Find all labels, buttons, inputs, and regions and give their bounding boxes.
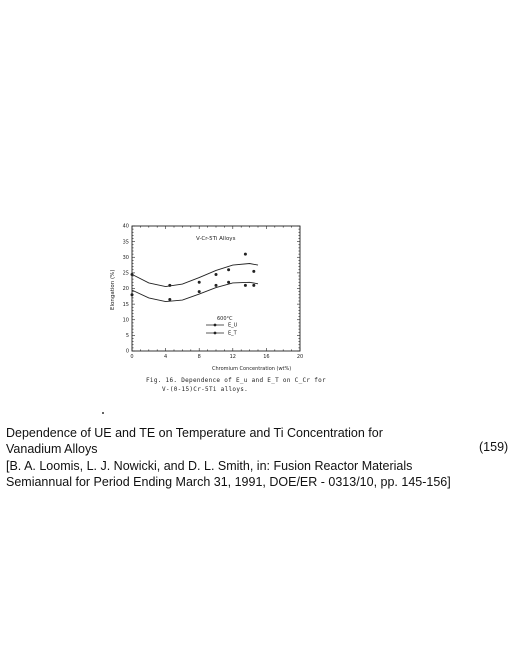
legend-label-0: E_U — [228, 323, 238, 329]
series-1-point-1 — [168, 283, 172, 287]
chart-svg: 0 4 8 12 16 20 0 5 10 15 20 25 30 35 40 V-Cr-5Ti Alloy… — [110, 224, 303, 372]
series-1-point-3 — [214, 272, 218, 276]
y-tick-label: 5 — [126, 333, 129, 339]
y-tick-label: 0 — [126, 349, 129, 355]
series-0-point-1 — [168, 297, 172, 301]
legend-marker-0 — [213, 323, 217, 327]
y-tick-label: 20 — [123, 286, 129, 292]
x-tick-label: 20 — [297, 354, 303, 360]
y-tick-label: 15 — [123, 302, 129, 308]
x-tick-label: 12 — [230, 354, 236, 360]
series-0-point-6 — [252, 283, 256, 287]
x-tick-label: 4 — [164, 354, 167, 360]
chart-title: V-Cr-5Ti Alloys — [196, 236, 236, 242]
y-tick-label: 10 — [123, 317, 129, 323]
series-1-point-2 — [197, 280, 201, 284]
x-tick-label: 0 — [130, 354, 133, 360]
legend-title: 600°C — [217, 316, 233, 322]
series-0-point-4 — [227, 280, 231, 284]
series-line-0 — [131, 281, 259, 303]
series-1-point-0 — [130, 272, 134, 276]
series-0-point-3 — [214, 283, 218, 287]
series-0-point-0 — [130, 293, 134, 297]
series-0-point-2 — [197, 290, 201, 294]
series-0-point-5 — [243, 283, 247, 287]
stray-dot — [102, 412, 104, 414]
citation-line2: Semiannual for Period Ending March 31, 1… — [6, 475, 451, 489]
legend-label-1: E_T — [228, 331, 238, 337]
citation-line1: [B. A. Loomis, L. J. Nowicki, and D. L. … — [6, 459, 413, 473]
x-tick-label: 8 — [198, 354, 201, 360]
figure-caption-line1: Fig. 16. Dependence of E_u and E_T on C_… — [146, 377, 326, 384]
series-1-point-4 — [227, 268, 231, 272]
figure-caption-line2: V-(0-15)Cr-5Ti alloys. — [162, 386, 249, 393]
chart-figure: 0 4 8 12 16 20 0 5 10 15 20 25 30 35 40 V-Cr-5Ti Alloy… — [100, 210, 326, 405]
description-title-line2: Vanadium Alloys — [6, 442, 98, 456]
series-1-point-5 — [243, 252, 247, 256]
x-axis-label: Chromium Concentration (wt%) — [212, 366, 291, 372]
series-line-1 — [131, 263, 259, 288]
description-title-line1: Dependence of UE and TE on Temperature a… — [6, 426, 383, 440]
series-1-point-6 — [252, 269, 256, 273]
y-tick-label: 30 — [123, 255, 129, 261]
legend-marker-1 — [213, 331, 217, 335]
reference-number: (159) — [479, 440, 509, 454]
y-tick-label: 35 — [123, 239, 129, 245]
y-axis-label: Elongation (%) — [110, 269, 116, 310]
x-tick-label: 16 — [263, 354, 269, 360]
y-tick-label: 25 — [123, 271, 129, 277]
y-tick-label: 40 — [123, 224, 129, 230]
